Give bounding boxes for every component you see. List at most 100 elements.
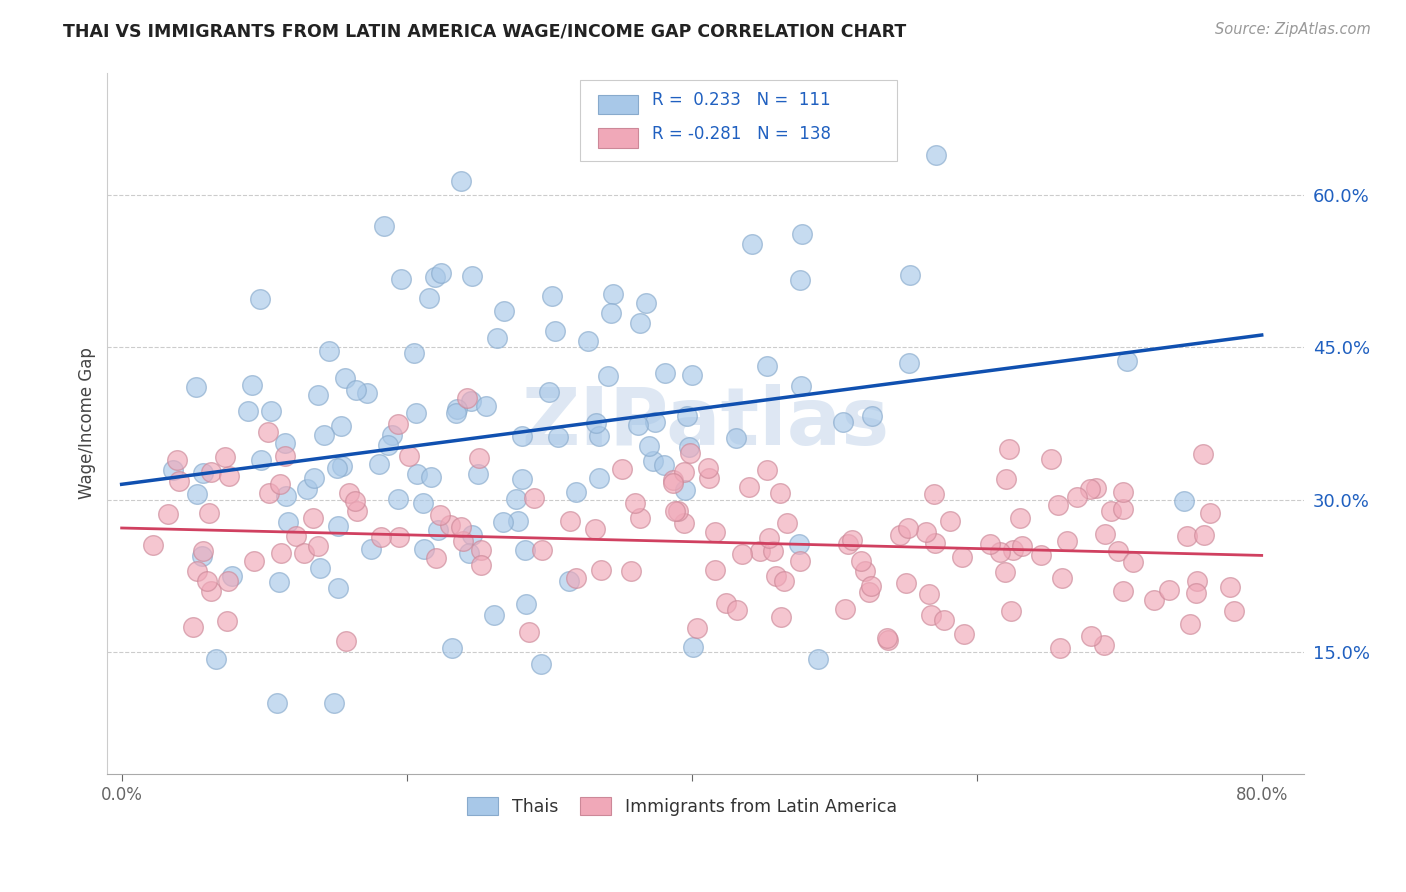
Point xyxy=(588,429,610,443)
Point xyxy=(1112,485,1135,500)
Point xyxy=(583,522,606,536)
Point xyxy=(769,486,792,500)
Point xyxy=(439,518,461,533)
Point xyxy=(672,516,695,530)
Point xyxy=(191,466,214,480)
Point xyxy=(915,525,938,540)
Y-axis label: Wage/Income Gap: Wage/Income Gap xyxy=(79,348,96,500)
Point xyxy=(484,608,506,623)
Point xyxy=(678,445,700,459)
Point xyxy=(326,461,349,475)
Point xyxy=(731,547,754,561)
Point xyxy=(277,515,299,529)
Point xyxy=(274,449,297,463)
Point xyxy=(758,532,780,546)
Point xyxy=(270,545,292,559)
Point xyxy=(589,563,612,577)
Point xyxy=(198,506,221,520)
Point xyxy=(755,359,778,374)
Point xyxy=(1157,583,1180,598)
Point xyxy=(425,270,447,285)
Point xyxy=(517,625,540,640)
Point xyxy=(181,620,204,634)
Point xyxy=(641,454,664,468)
Point xyxy=(412,542,434,557)
Point xyxy=(1175,529,1198,543)
Point xyxy=(308,388,330,402)
Point xyxy=(952,549,974,564)
Point xyxy=(398,449,420,463)
Point xyxy=(460,528,482,542)
Point xyxy=(1085,481,1108,495)
Point xyxy=(427,523,450,537)
Point xyxy=(162,463,184,477)
Point xyxy=(205,651,228,665)
Point xyxy=(624,495,647,509)
Point xyxy=(1066,490,1088,504)
Point xyxy=(762,543,785,558)
Point xyxy=(1122,555,1144,569)
Point xyxy=(218,469,240,483)
Text: R = -0.281   N =  138: R = -0.281 N = 138 xyxy=(652,125,831,143)
Point xyxy=(418,291,440,305)
Point xyxy=(337,486,360,500)
Point xyxy=(373,219,395,233)
Point xyxy=(157,507,180,521)
Point xyxy=(558,514,581,528)
Point xyxy=(236,403,259,417)
Point xyxy=(997,442,1019,457)
Point xyxy=(186,564,208,578)
Point xyxy=(1107,544,1129,558)
Point xyxy=(453,534,475,549)
Point xyxy=(628,511,651,525)
Point xyxy=(402,345,425,359)
Point xyxy=(898,268,921,283)
Point xyxy=(425,551,447,566)
Point xyxy=(654,366,676,380)
Point xyxy=(1010,511,1032,525)
Point xyxy=(297,483,319,497)
Point xyxy=(221,569,243,583)
Point xyxy=(714,596,737,610)
Point xyxy=(834,601,856,615)
Point xyxy=(697,471,720,485)
Point xyxy=(673,483,696,497)
Point xyxy=(682,640,704,654)
Point xyxy=(1094,527,1116,541)
Text: THAI VS IMMIGRANTS FROM LATIN AMERICA WAGE/INCOME GAP CORRELATION CHART: THAI VS IMMIGRANTS FROM LATIN AMERICA WA… xyxy=(63,22,907,40)
Point xyxy=(1056,533,1078,548)
Point xyxy=(370,530,392,544)
Point xyxy=(807,652,830,666)
Point xyxy=(412,496,434,510)
FancyBboxPatch shape xyxy=(581,80,897,161)
Point xyxy=(765,569,787,583)
Point xyxy=(292,546,315,560)
Point xyxy=(142,538,165,552)
Point xyxy=(214,450,236,464)
Point xyxy=(513,542,536,557)
Point xyxy=(547,430,569,444)
Point xyxy=(790,227,813,242)
Point xyxy=(938,515,960,529)
Point xyxy=(389,272,412,286)
Point xyxy=(1199,506,1222,520)
FancyBboxPatch shape xyxy=(598,128,638,148)
Point xyxy=(897,521,920,535)
Point xyxy=(832,416,855,430)
Point xyxy=(200,466,222,480)
Point xyxy=(1049,640,1071,655)
Point xyxy=(626,418,648,433)
Point xyxy=(756,463,779,477)
Point xyxy=(485,331,508,345)
Point xyxy=(681,368,703,382)
Point xyxy=(1143,592,1166,607)
Point xyxy=(841,533,863,547)
Point xyxy=(243,554,266,568)
Point xyxy=(876,631,898,645)
Point xyxy=(344,494,367,508)
Point xyxy=(249,293,271,307)
Point xyxy=(610,462,633,476)
Point xyxy=(619,564,641,578)
Point xyxy=(456,391,478,405)
Point xyxy=(849,554,872,568)
